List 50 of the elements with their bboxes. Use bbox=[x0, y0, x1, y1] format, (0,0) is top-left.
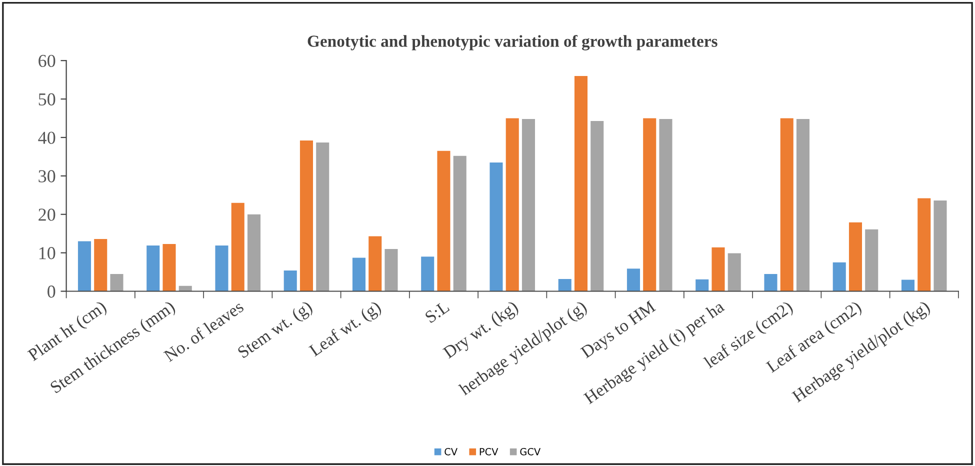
bar bbox=[506, 118, 519, 292]
bar bbox=[368, 236, 382, 292]
bar bbox=[300, 140, 314, 292]
y-tick-label: 20 bbox=[38, 208, 56, 221]
bar bbox=[146, 246, 160, 292]
bar bbox=[764, 274, 778, 292]
bar bbox=[162, 244, 176, 292]
bar bbox=[643, 118, 656, 292]
y-tick-label: 0 bbox=[48, 286, 56, 298]
legend-label: CV bbox=[444, 448, 458, 456]
bar bbox=[780, 118, 794, 292]
bar bbox=[490, 162, 503, 292]
bar bbox=[712, 247, 725, 292]
bar bbox=[284, 270, 297, 292]
bar bbox=[352, 258, 366, 292]
bar bbox=[626, 268, 640, 292]
bar bbox=[934, 200, 947, 292]
bar bbox=[522, 119, 536, 292]
bar bbox=[231, 202, 244, 292]
y-tick-label: 50 bbox=[38, 93, 56, 106]
legend-label: PCV bbox=[480, 448, 498, 456]
bar bbox=[558, 278, 572, 292]
bar bbox=[865, 229, 878, 292]
bar bbox=[659, 119, 672, 292]
bar bbox=[696, 279, 709, 292]
bar bbox=[110, 274, 124, 292]
bar bbox=[848, 222, 862, 292]
bar bbox=[796, 119, 810, 292]
bar bbox=[421, 256, 434, 292]
bar bbox=[901, 280, 915, 292]
bar bbox=[590, 120, 604, 292]
bar bbox=[316, 142, 330, 292]
bar bbox=[94, 238, 108, 292]
bar bbox=[918, 198, 931, 292]
y-tick-label: 60 bbox=[38, 54, 56, 68]
bar bbox=[728, 253, 741, 292]
bar bbox=[247, 214, 261, 292]
bar bbox=[453, 156, 466, 292]
bar bbox=[78, 241, 92, 292]
bar bbox=[215, 246, 228, 292]
bar bbox=[832, 262, 846, 292]
x-tick-label: S:L bbox=[424, 300, 450, 324]
bar bbox=[437, 150, 450, 292]
y-tick-label: 40 bbox=[38, 132, 56, 144]
legend-label: GCV bbox=[520, 448, 541, 456]
bar bbox=[574, 76, 588, 292]
y-tick-label: 10 bbox=[39, 247, 56, 260]
y-tick-label: 30 bbox=[38, 170, 56, 182]
chart-title: Genotytic and phenotypic variation of growth parameters bbox=[308, 34, 718, 50]
bar bbox=[384, 248, 398, 292]
